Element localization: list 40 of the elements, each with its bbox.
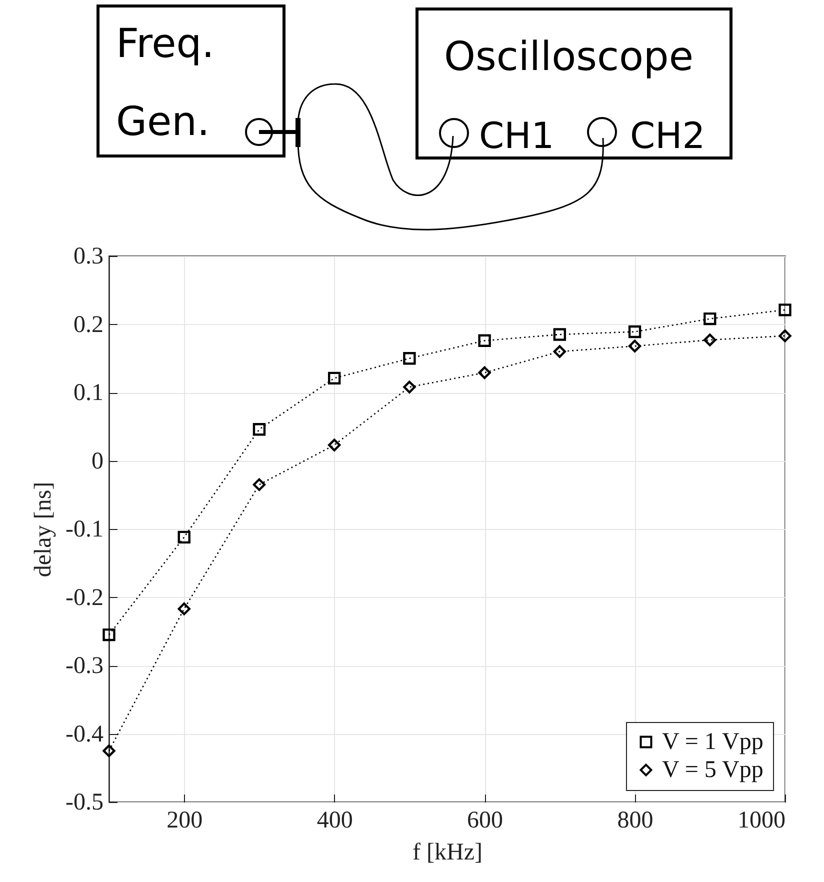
x-tick-label: 800	[617, 808, 654, 834]
y-tick-label: -0.2	[66, 584, 104, 611]
point	[102, 628, 116, 642]
point	[553, 345, 566, 358]
point	[178, 530, 190, 544]
y-tick-label: -0.3	[66, 653, 104, 679]
point	[553, 328, 566, 341]
legend-label: V = 5 Vpp	[662, 757, 764, 783]
point	[102, 744, 116, 758]
point	[704, 334, 716, 346]
y-tick-label: 0.1	[74, 380, 104, 406]
point	[328, 372, 341, 385]
point	[403, 380, 416, 394]
point	[328, 438, 341, 452]
y-tick-label: -0.5	[66, 790, 104, 816]
point	[478, 334, 491, 347]
x-tick-label: 1000	[738, 808, 786, 834]
point	[252, 423, 266, 436]
point	[178, 602, 190, 616]
y-tick-label: 0	[92, 448, 104, 474]
point	[252, 478, 266, 491]
point	[778, 330, 792, 342]
point	[478, 366, 491, 380]
generator-box: Freq. Gen.	[96, 4, 286, 158]
legend-label: V = 1 Vpp	[662, 729, 764, 755]
point	[628, 340, 642, 352]
x-axis-title: f [kHz]	[412, 840, 482, 866]
point	[403, 352, 416, 365]
y-tick-label: -0.4	[66, 721, 104, 748]
point	[628, 325, 642, 338]
oscilloscope-box: Oscilloscope CH1 CH2	[416, 8, 732, 160]
y-tick-label: 0.2	[74, 312, 104, 338]
y-axis-title: delay [ns]	[30, 482, 57, 578]
x-tick-label: 400	[316, 808, 353, 834]
x-tick-label: 200	[166, 808, 203, 834]
point	[704, 312, 716, 326]
y-tick-label: -0.1	[66, 516, 104, 542]
x-tick-label: 600	[467, 808, 504, 834]
point	[778, 304, 792, 316]
y-tick-label: 0.3	[74, 244, 104, 270]
